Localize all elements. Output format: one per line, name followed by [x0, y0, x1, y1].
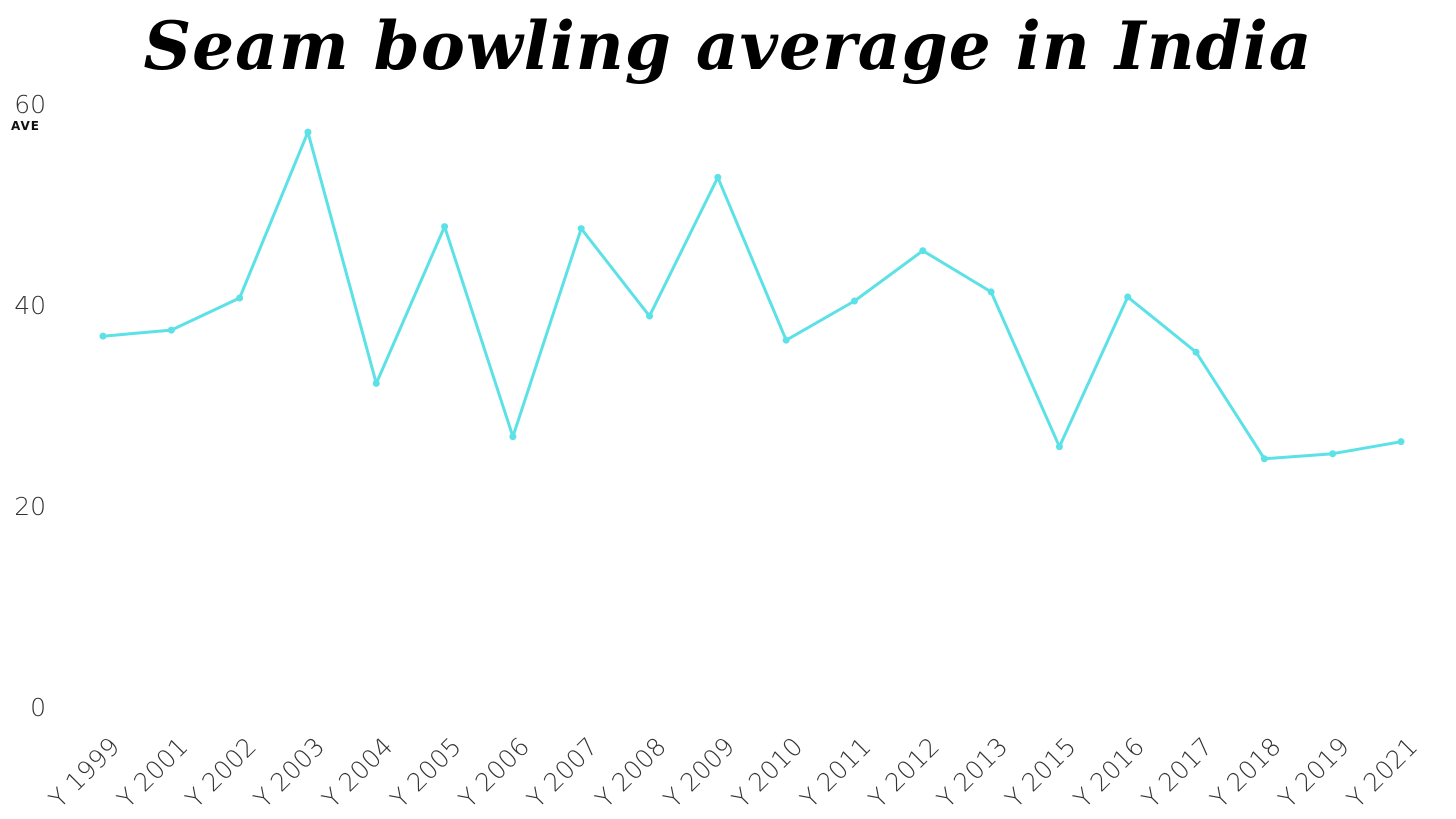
- chart-title: Seam bowling average in India: [143, 7, 1313, 85]
- data-point: [646, 312, 654, 320]
- data-point: [1260, 455, 1268, 463]
- x-tick-label: Y 2013: [931, 732, 1013, 814]
- data-point: [372, 379, 380, 387]
- data-point: [236, 294, 244, 302]
- x-tick-label: Y 2002: [180, 732, 262, 814]
- x-tick-label: Y 2017: [1136, 732, 1218, 814]
- x-tick-label: Y 2005: [385, 732, 467, 814]
- data-point: [1124, 293, 1132, 301]
- x-tick-label: Y 2003: [248, 732, 330, 814]
- y-tick-label: 60: [14, 90, 46, 119]
- data-point: [99, 332, 107, 340]
- data-point: [167, 326, 175, 334]
- data-point: [1192, 348, 1200, 356]
- x-tick-label: Y 2009: [658, 732, 740, 814]
- x-tick-label: Y 2001: [112, 732, 194, 814]
- data-point: [441, 223, 449, 231]
- data-point: [1055, 443, 1063, 451]
- data-point: [577, 225, 585, 233]
- data-point: [987, 288, 995, 296]
- x-tick-label: Y 2007: [522, 732, 604, 814]
- y-tick-label: 40: [14, 291, 46, 320]
- x-tick-label: Y 2015: [1000, 732, 1082, 814]
- x-tick-label: Y 2011: [795, 732, 877, 814]
- series-line: [101, 130, 1403, 461]
- data-points: [99, 128, 1405, 463]
- x-tick-label: Y 2006: [453, 732, 535, 814]
- x-tick-label: Y 2016: [1068, 732, 1150, 814]
- x-tick-label: Y 2010: [726, 732, 808, 814]
- y-tick-label: 0: [30, 693, 46, 722]
- y-axis-ticks: 0 20 40 60: [14, 90, 46, 722]
- x-tick-label: Y 2008: [590, 732, 672, 814]
- x-tick-label: Y 2021: [1341, 732, 1423, 814]
- data-point: [1329, 450, 1337, 458]
- data-point: [850, 297, 858, 305]
- x-tick-label: Y 2012: [863, 732, 945, 814]
- data-point: [919, 247, 927, 255]
- data-point: [1397, 438, 1405, 446]
- data-point: [782, 336, 790, 344]
- y-axis-label: AVE: [11, 119, 40, 133]
- x-tick-label: Y 2018: [1205, 732, 1287, 814]
- data-point: [509, 433, 517, 441]
- x-tick-label: Y 2004: [317, 732, 399, 814]
- data-point: [714, 173, 722, 181]
- data-point: [304, 128, 312, 136]
- x-tick-label: Y 2019: [1273, 732, 1355, 814]
- y-tick-label: 20: [14, 492, 46, 521]
- x-tick-label: Y 1999: [43, 732, 125, 814]
